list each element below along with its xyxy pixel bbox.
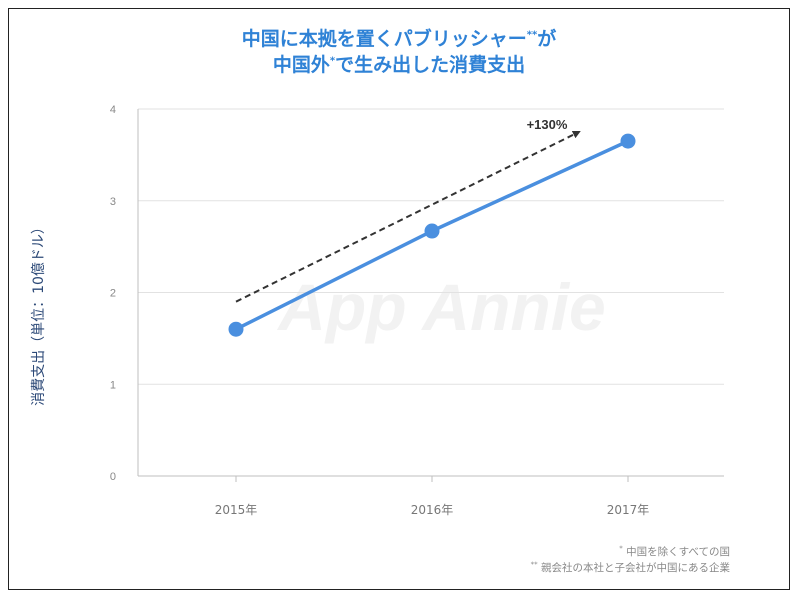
footnote-1-mark: * xyxy=(619,544,623,553)
x-tick-label-0: 2015年 xyxy=(215,503,258,517)
footnote-1-text: 中国を除くすべての国 xyxy=(626,546,730,558)
watermark-text: App Annie xyxy=(276,270,606,344)
data-point-2 xyxy=(620,133,636,149)
footnote-2-mark: ** xyxy=(530,560,538,569)
x-tick-label-2: 2017年 xyxy=(607,503,650,517)
title-line-1: 中国に本拠を置くパブリッシャー**が xyxy=(8,26,790,52)
title-line-1-end: が xyxy=(537,28,557,50)
y-tick-label-3: 3 xyxy=(110,196,116,208)
data-point-1 xyxy=(424,223,440,239)
title-line-2-end: で生み出した消費支出 xyxy=(335,54,526,76)
footnote-2: ** 親会社の本社と子会社が中国にある企業 xyxy=(531,560,730,576)
chart-title: 中国に本拠を置くパブリッシャー**が 中国外*で生み出した消費支出 xyxy=(8,26,790,78)
growth-arrow xyxy=(235,131,581,303)
title-line-1-mark: ** xyxy=(526,29,538,41)
title-line-2-mark: * xyxy=(329,55,336,67)
data-point-0 xyxy=(228,321,244,337)
y-tick-label-1: 1 xyxy=(110,379,116,391)
title-line-1-text: 中国に本拠を置くパブリッシャー xyxy=(241,28,527,50)
title-line-2: 中国外*で生み出した消費支出 xyxy=(8,52,790,78)
y-tick-label-4: 4 xyxy=(110,104,116,116)
footnote-2-text: 親会社の本社と子会社が中国にある企業 xyxy=(541,562,730,574)
y-tick-label-0: 0 xyxy=(110,471,116,483)
growth-annotation-label: +130% xyxy=(527,117,568,132)
title-line-2-text: 中国外 xyxy=(272,54,330,76)
footnote-1: * 中国を除くすべての国 xyxy=(531,544,730,560)
footnotes: * 中国を除くすべての国 ** 親会社の本社と子会社が中国にある企業 xyxy=(531,544,730,576)
y-tick-label-2: 2 xyxy=(110,288,116,300)
x-tick-label-1: 2016年 xyxy=(411,503,454,517)
